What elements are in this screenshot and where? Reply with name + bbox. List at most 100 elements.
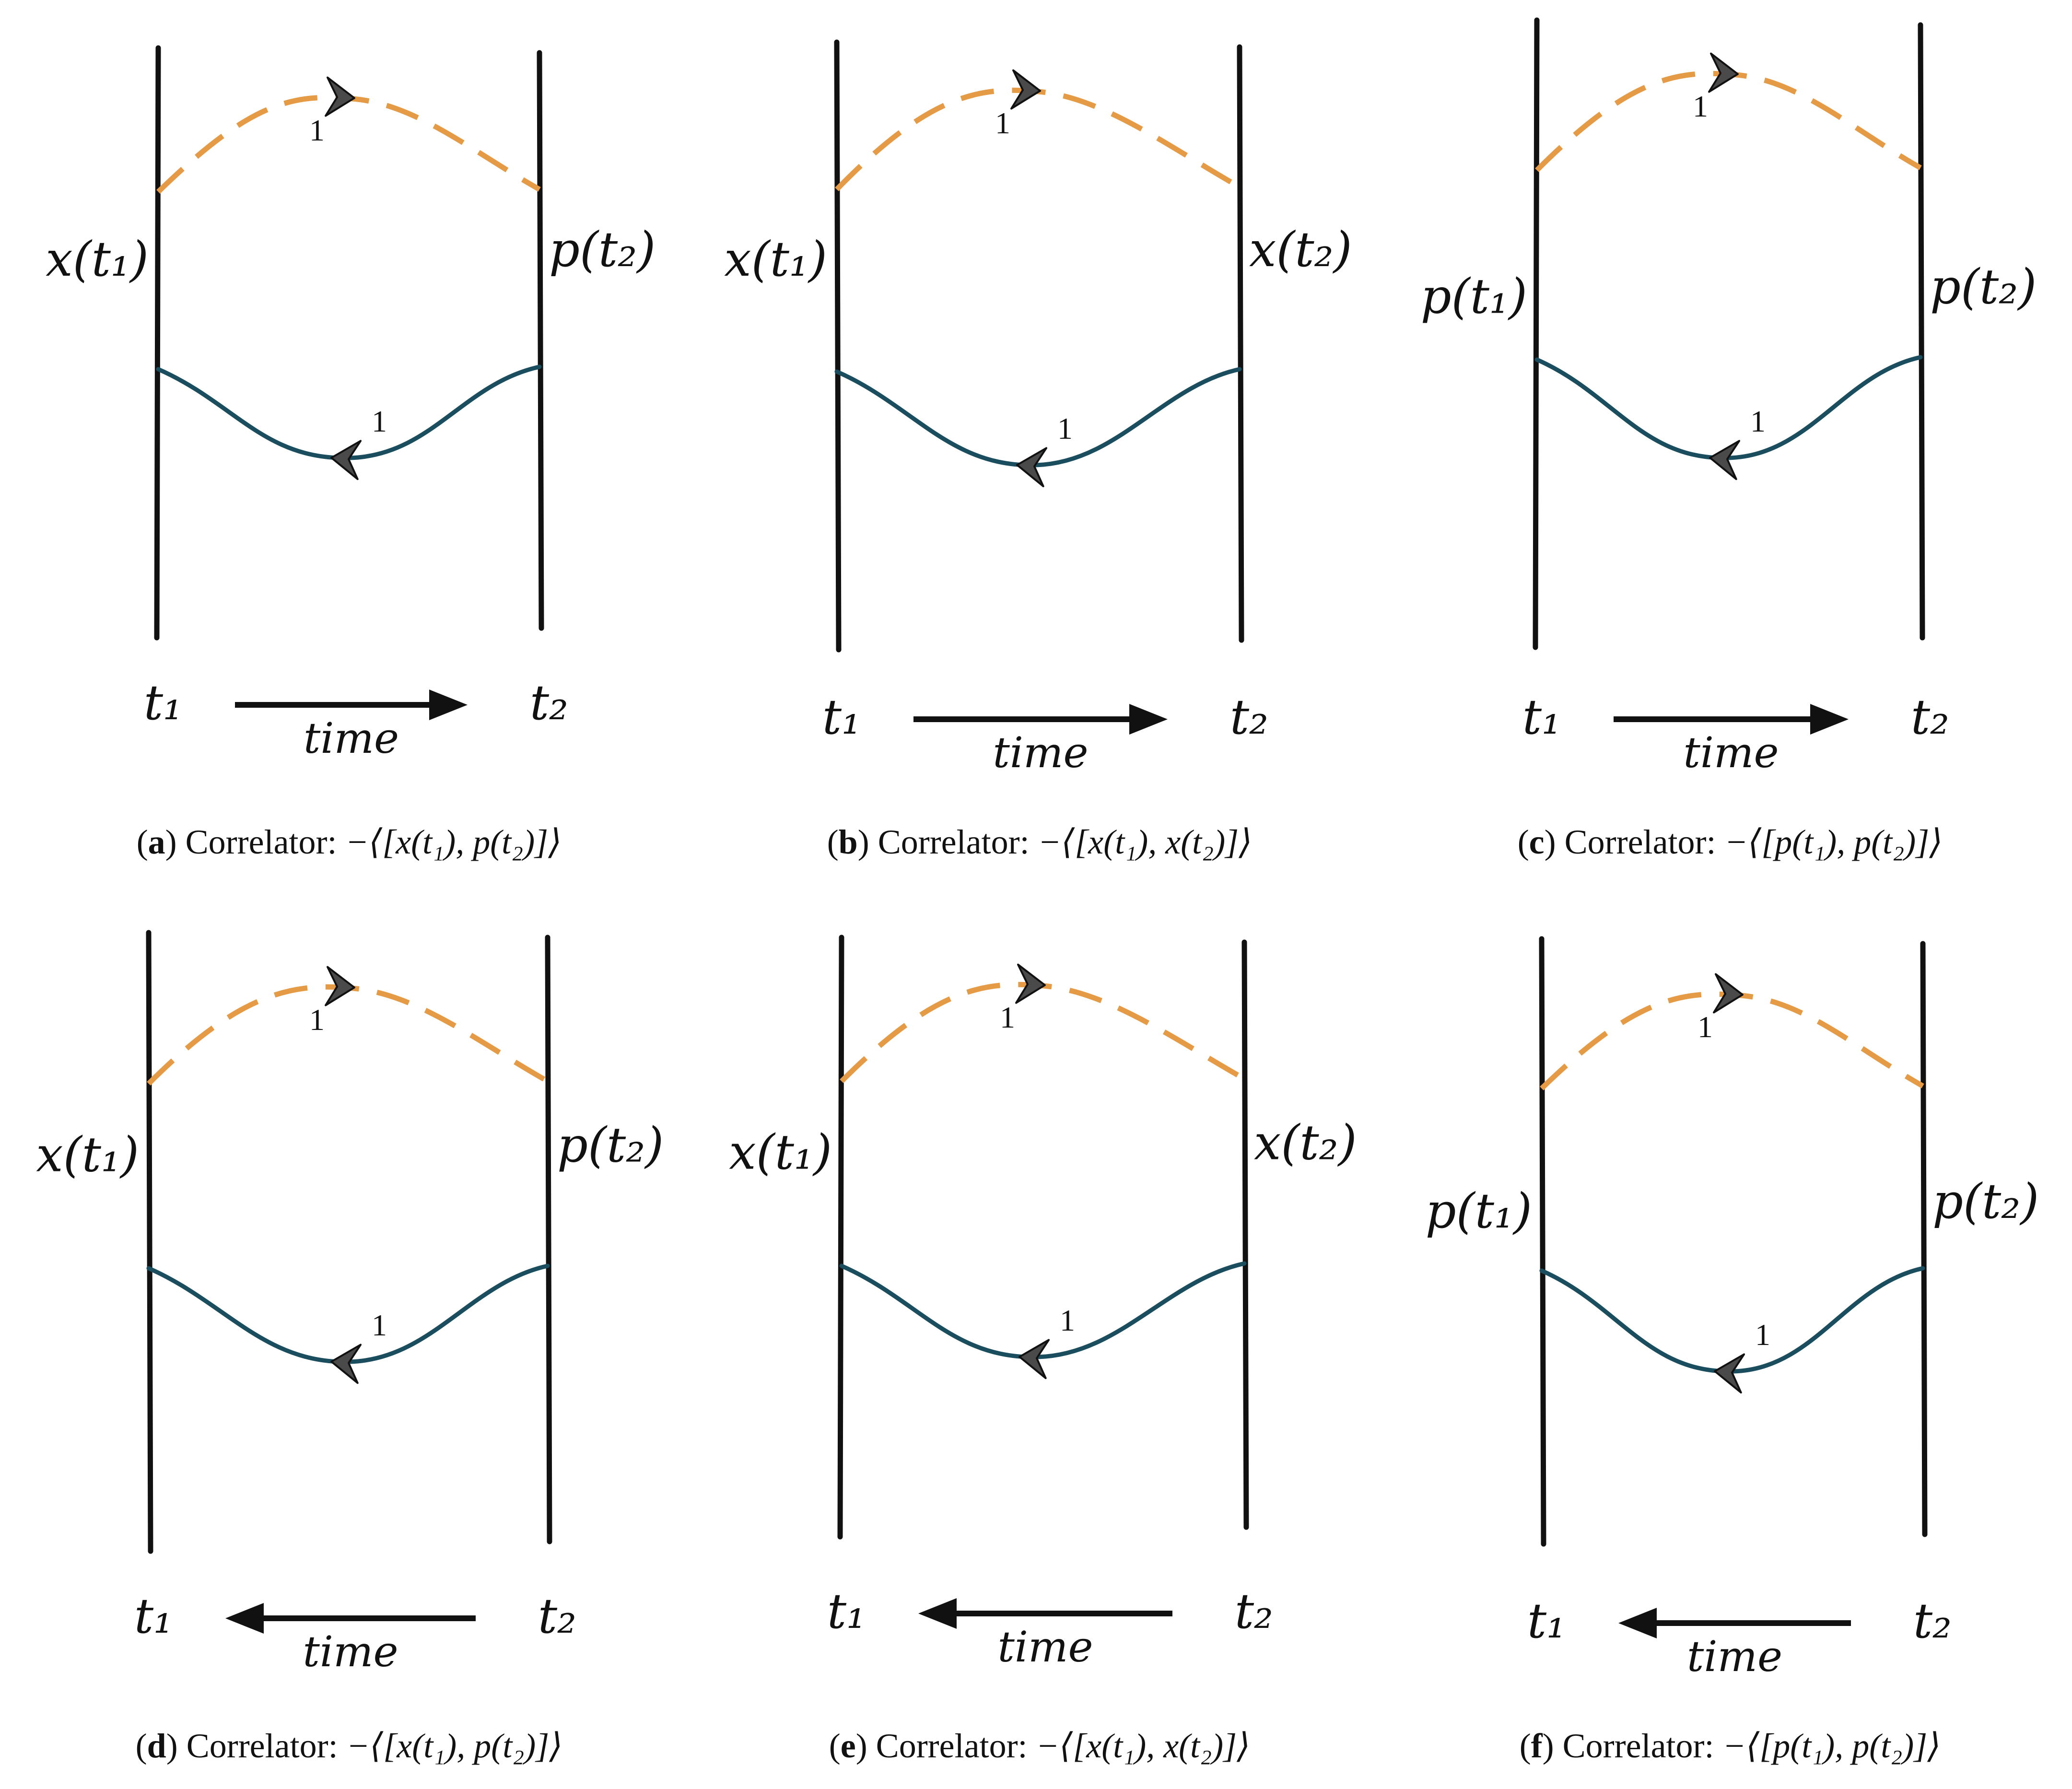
time-start-label: t₁ <box>1527 1593 1566 1649</box>
left-arrow-icon <box>1618 1608 1657 1638</box>
caption-close-paren: ) <box>858 823 869 861</box>
right-operator-label: p(t₂) <box>1932 1173 2039 1229</box>
left-operator-label: x(t₁) <box>729 1124 832 1181</box>
time-start-label: t₁ <box>822 689 861 745</box>
left-vertical-line <box>154 45 161 641</box>
time-end-label: t₂ <box>1913 1593 1952 1649</box>
right-arrow-icon <box>1129 704 1168 735</box>
caption-letter: c <box>1529 823 1545 861</box>
caption-formula: −⟨[x(t₁), x(t₂)]⟩ <box>1038 823 1253 861</box>
caption-letter: f <box>1531 1727 1543 1765</box>
left-vertical-line <box>1539 936 1546 1547</box>
panel-caption: (a) Correlator: −⟨[x(t₁), p(t₂)]⟩ <box>137 823 562 861</box>
caption-letter: b <box>839 823 858 861</box>
right-arrowhead-icon <box>1708 52 1739 93</box>
time-start-label: t₁ <box>1522 689 1561 745</box>
caption-open-paren: ( <box>829 1727 841 1765</box>
caption-open-paren: ( <box>1520 1727 1531 1765</box>
caption-prefix: Correlator: <box>867 1727 1036 1765</box>
left-arrow-icon <box>918 1598 957 1629</box>
caption-letter: e <box>841 1727 856 1765</box>
time-end-label: t₂ <box>538 1588 576 1644</box>
caption-formula: −⟨[x(t₁), x(t₂)]⟩ <box>1036 1727 1251 1765</box>
time-start-label: t₁ <box>827 1583 866 1639</box>
panel-caption: (b) Correlator: −⟨[x(t₁), x(t₂)]⟩ <box>827 823 1253 861</box>
left-arrow-icon <box>225 1603 264 1634</box>
left-arrowhead-icon <box>1714 1353 1745 1394</box>
caption-prefix: Correlator: <box>1554 1727 1723 1765</box>
upper-propagator-label: 1 <box>309 1003 325 1037</box>
time-axis-label: time <box>303 1627 398 1676</box>
lower-propagator-label: 1 <box>372 404 387 438</box>
time-axis-label: time <box>1683 728 1779 777</box>
caption-open-paren: ( <box>1518 823 1529 861</box>
lower-propagator-label: 1 <box>1750 404 1766 438</box>
caption-formula: −⟨[p(t₁), p(t₂)]⟩ <box>1725 823 1943 861</box>
caption-close-paren: ) <box>166 1727 178 1765</box>
caption-open-paren: ( <box>137 823 148 861</box>
panel-f: 1 1 p(t₁) p(t₂) t₁ t₂ time (f) Correlator: −⟨[p… <box>1426 936 2039 1765</box>
lower-propagator-label: 1 <box>1057 411 1073 445</box>
caption-prefix: Correlator: <box>869 823 1038 861</box>
left-operator-label: x(t₁) <box>724 231 827 287</box>
panel-caption: (d) Correlator: −⟨[x(t₁), p(t₂)]⟩ <box>136 1727 563 1765</box>
right-arrow-icon <box>1810 704 1849 735</box>
time-start-label: t₁ <box>134 1588 173 1644</box>
panel-caption: (f) Correlator: −⟨[p(t₁), p(t₂)]⟩ <box>1520 1727 1941 1765</box>
upper-propagator-label: 1 <box>995 106 1010 140</box>
caption-close-paren: ) <box>1545 823 1556 861</box>
upper-propagator-label: 1 <box>1697 1010 1713 1044</box>
left-operator-label: p(t₁) <box>1426 1183 1532 1239</box>
right-arrowhead-icon <box>1010 69 1041 110</box>
caption-close-paren: ) <box>856 1727 867 1765</box>
right-arrow-icon <box>429 690 468 720</box>
caption-prefix: Correlator: <box>177 823 346 861</box>
right-arrowhead-icon <box>1713 973 1744 1014</box>
caption-formula: −⟨[x(t₁), p(t₂)]⟩ <box>347 1727 563 1765</box>
caption-close-paren: ) <box>1543 1727 1554 1765</box>
left-operator-label: x(t₁) <box>46 231 149 287</box>
time-end-label: t₂ <box>530 675 568 731</box>
right-operator-label: x(t₂) <box>1254 1115 1357 1171</box>
left-arrowhead-icon <box>1018 1339 1050 1380</box>
right-arrowhead-icon <box>325 966 355 1006</box>
left-vertical-line <box>1533 17 1540 650</box>
caption-open-paren: ( <box>136 1727 147 1765</box>
right-operator-label: x(t₂) <box>1249 222 1352 278</box>
left-operator-label: x(t₁) <box>36 1127 139 1183</box>
left-vertical-line <box>146 930 153 1554</box>
panel-caption: (c) Correlator: −⟨[p(t₁), p(t₂)]⟩ <box>1518 823 1943 861</box>
time-end-label: t₂ <box>1230 689 1268 745</box>
lower-propagator-label: 1 <box>1755 1318 1770 1352</box>
time-end-label: t₂ <box>1235 1583 1273 1639</box>
left-arrowhead-icon <box>330 1344 362 1384</box>
caption-formula: −⟨[x(t₁), p(t₂)]⟩ <box>346 823 562 861</box>
right-vertical-line <box>1920 941 1928 1537</box>
caption-letter: d <box>147 1727 166 1765</box>
right-vertical-line <box>545 935 552 1544</box>
left-arrowhead-icon <box>330 440 362 480</box>
left-arrowhead-icon <box>1709 440 1741 480</box>
panel-a: 1 1 x(t₁) p(t₂) t₁ t₂ time (a) Correlator: −⟨[x… <box>46 45 656 861</box>
caption-formula: −⟨[p(t₁), p(t₂)]⟩ <box>1723 1727 1941 1765</box>
left-arrowhead-icon <box>1016 447 1048 488</box>
time-axis-label: time <box>997 1622 1093 1672</box>
panel-e: 1 1 x(t₁) x(t₂) t₁ t₂ time (e) Correlator: −⟨[x… <box>729 935 1357 1765</box>
upper-propagator-label: 1 <box>1000 1000 1015 1034</box>
lower-propagator-label: 1 <box>1060 1303 1075 1337</box>
caption-prefix: Correlator: <box>178 1727 347 1765</box>
right-arrowhead-icon <box>1015 963 1046 1004</box>
caption-close-paren: ) <box>165 823 177 861</box>
lower-propagator-label: 1 <box>372 1308 387 1342</box>
left-operator-label: p(t₁) <box>1421 269 1527 325</box>
time-axis-label: time <box>993 728 1088 777</box>
left-vertical-line <box>834 39 842 653</box>
right-operator-label: p(t₂) <box>549 222 656 278</box>
right-operator-label: p(t₂) <box>557 1117 664 1173</box>
left-vertical-line <box>837 935 844 1540</box>
right-vertical-line <box>1237 44 1244 643</box>
caption-open-paren: ( <box>827 823 839 861</box>
time-axis-label: time <box>304 713 399 763</box>
